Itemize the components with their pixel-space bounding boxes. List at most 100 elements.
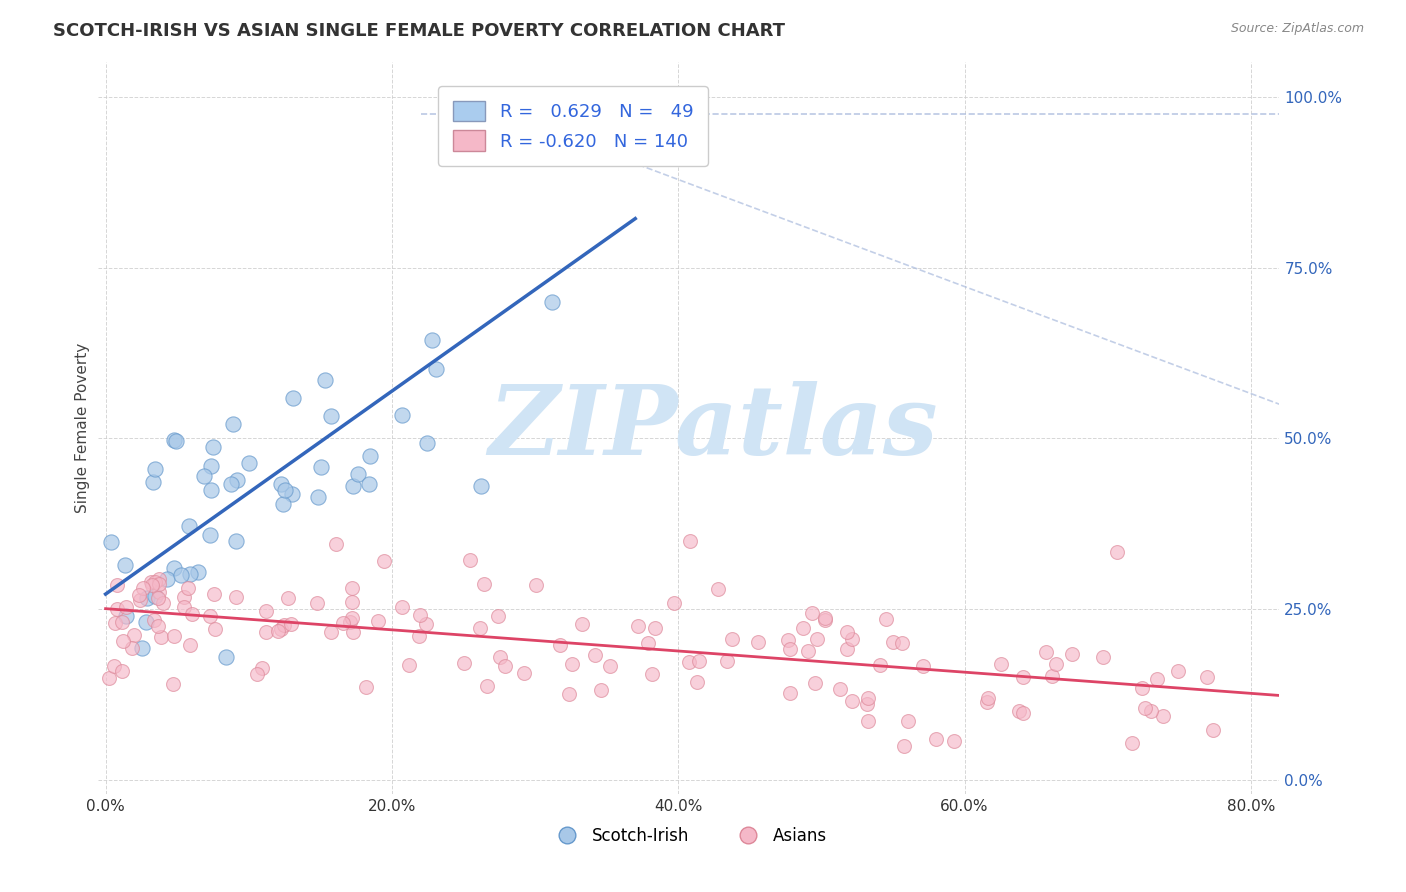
Point	[977, 690, 1000, 705]
Point	[202, 586, 225, 600]
Point	[143, 574, 166, 589]
Point	[252, 661, 274, 675]
Point	[143, 613, 166, 627]
Point	[779, 686, 801, 700]
Point	[346, 467, 368, 482]
Point	[121, 641, 143, 656]
Point	[472, 577, 495, 591]
Point	[1007, 704, 1029, 718]
Point	[115, 600, 138, 615]
Point	[215, 650, 238, 665]
Point	[415, 617, 437, 632]
Point	[1060, 648, 1083, 662]
Point	[143, 462, 166, 476]
Point	[148, 573, 170, 587]
Point	[226, 474, 249, 488]
Point	[129, 592, 152, 607]
Point	[797, 644, 820, 658]
Point	[468, 621, 491, 635]
Point	[1107, 545, 1129, 559]
Point	[340, 610, 363, 624]
Point	[256, 604, 278, 618]
Point	[148, 591, 170, 605]
Point	[180, 607, 202, 621]
Point	[627, 619, 650, 633]
Point	[114, 558, 136, 573]
Point	[1146, 672, 1168, 686]
Point	[557, 687, 579, 701]
Point	[222, 417, 245, 431]
Point	[246, 666, 269, 681]
Y-axis label: Single Female Poverty: Single Female Poverty	[75, 343, 90, 513]
Point	[98, 671, 121, 685]
Point	[200, 458, 222, 473]
Point	[460, 106, 482, 120]
Point	[637, 635, 659, 649]
Point	[1035, 645, 1057, 659]
Text: Source: ZipAtlas.com: Source: ZipAtlas.com	[1230, 22, 1364, 36]
Point	[177, 581, 200, 595]
Point	[425, 362, 447, 376]
Point	[319, 625, 342, 640]
Point	[307, 490, 329, 504]
Point	[277, 591, 299, 606]
Point	[325, 536, 347, 550]
Point	[270, 622, 292, 636]
Point	[416, 435, 439, 450]
Point	[281, 391, 304, 405]
Point	[1152, 708, 1174, 723]
Point	[470, 479, 492, 493]
Point	[1195, 669, 1218, 683]
Point	[342, 479, 364, 493]
Point	[513, 665, 536, 680]
Point	[111, 633, 134, 648]
Point	[408, 629, 430, 643]
Point	[339, 615, 361, 630]
Point	[856, 690, 879, 705]
Point	[340, 581, 363, 595]
Point	[111, 615, 134, 629]
Point	[356, 680, 378, 694]
Point	[198, 608, 221, 623]
Point	[135, 615, 157, 629]
Point	[163, 561, 186, 575]
Point	[143, 589, 166, 603]
Point	[103, 658, 125, 673]
Point	[150, 631, 173, 645]
Point	[131, 640, 153, 655]
Point	[1040, 669, 1063, 683]
Point	[911, 659, 934, 673]
Point	[373, 554, 395, 568]
Point	[1012, 670, 1035, 684]
Point	[105, 578, 128, 592]
Point	[792, 621, 814, 635]
Point	[128, 588, 150, 602]
Point	[271, 497, 294, 511]
Point	[280, 617, 302, 632]
Point	[1167, 665, 1189, 679]
Point	[179, 567, 201, 582]
Point	[1121, 736, 1143, 750]
Point	[814, 613, 837, 627]
Point	[678, 655, 700, 669]
Point	[200, 483, 222, 498]
Point	[1045, 657, 1067, 672]
Point	[225, 534, 247, 549]
Point	[225, 591, 247, 605]
Point	[571, 617, 593, 632]
Point	[409, 607, 432, 622]
Point	[489, 649, 512, 664]
Point	[1202, 723, 1225, 737]
Point	[391, 408, 413, 422]
Point	[238, 456, 260, 470]
Point	[305, 597, 328, 611]
Point	[273, 483, 295, 497]
Point	[132, 581, 155, 595]
Point	[270, 477, 292, 491]
Point	[460, 553, 482, 567]
Point	[115, 609, 138, 624]
Point	[148, 577, 170, 591]
Point	[641, 667, 664, 681]
Point	[747, 635, 769, 649]
Point	[342, 595, 364, 609]
